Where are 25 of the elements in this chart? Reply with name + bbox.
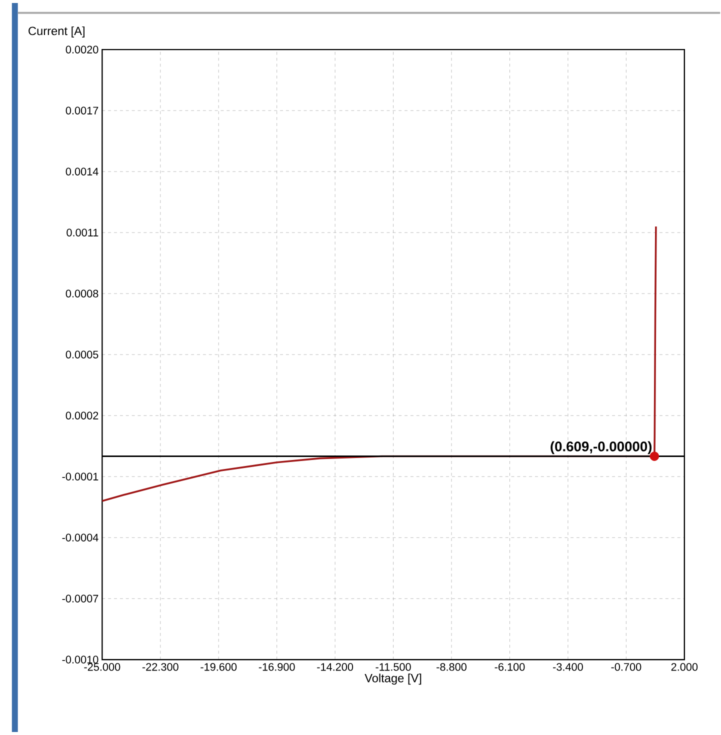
y-tick-label: -0.0001 [62,472,98,480]
y-tick-label: 0.0005 [66,350,98,358]
x-tick-label: -22.300 [142,663,178,671]
x-tick-label: -8.800 [436,663,466,671]
x-tick-label: -16.900 [258,663,295,671]
x-tick-label: -25.000 [84,663,120,671]
x-tick-label: -0.700 [611,663,642,671]
y-tick-label: 0.0017 [66,106,98,114]
x-tick-label: -19.600 [200,663,237,671]
y-tick-label: 0.0002 [66,412,98,420]
x-tick-label: -14.200 [317,663,354,671]
x-axis-title: Voltage [V] [364,674,422,685]
y-tick-label: -0.0004 [62,534,98,542]
y-tick-label: 0.0011 [66,228,98,236]
x-tick-label: -6.100 [494,663,525,671]
y-tick-label: 0.0014 [66,168,98,176]
annotation: (0.609,-0.00000) [550,441,652,454]
y-tick-label: 0.0008 [66,290,98,298]
x-tick-label: 2.000 [671,663,698,671]
y-tick-label: -0.0007 [62,594,98,602]
x-tick-label: -11.500 [376,663,411,671]
y-tick-label: -0.0010 [62,656,98,664]
y-tick-label: 0.0020 [66,46,98,54]
x-tick-label: -3.400 [552,663,583,671]
y-axis-title: Current [A] [28,26,84,38]
